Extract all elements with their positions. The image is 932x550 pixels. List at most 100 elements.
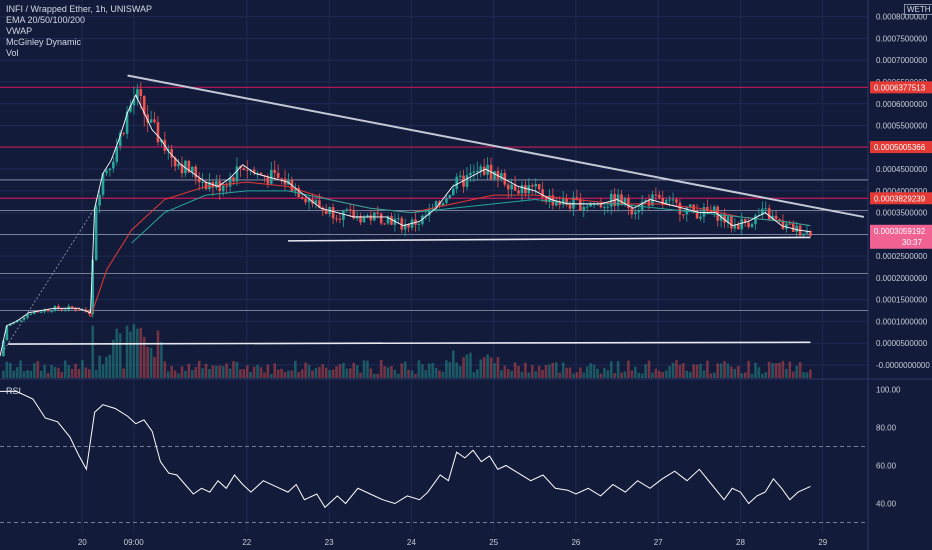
volume-bar (424, 369, 428, 378)
candle-body (221, 185, 225, 192)
volume-bar (311, 370, 314, 378)
candle-body (345, 209, 349, 211)
candle-body (26, 314, 29, 318)
trendlines[interactable] (0, 74, 865, 357)
volume-bar (153, 356, 156, 378)
candle-body (112, 161, 115, 169)
volume-bar (91, 325, 95, 378)
volume-bar (417, 360, 421, 378)
legend-ema[interactable]: EMA 20/50/100/200 (6, 15, 86, 25)
candle-body (129, 105, 132, 112)
volume-bar (675, 360, 678, 378)
volume-bar (513, 362, 517, 378)
candle-body (788, 223, 792, 225)
volume-bar (5, 361, 9, 378)
candle-body (795, 225, 798, 232)
volume-bar (620, 372, 623, 378)
candle-body (390, 216, 393, 225)
volume-bar (805, 372, 809, 378)
candle-body (565, 198, 568, 205)
candle-body (98, 194, 101, 206)
rsi-label[interactable]: RSI (6, 386, 22, 396)
candle-body (537, 183, 541, 190)
volume-bar (407, 369, 410, 378)
candle-body (208, 182, 211, 190)
candle-body (767, 208, 771, 220)
candle-body (506, 184, 510, 190)
legend-symbol[interactable]: INFI / Wrapped Ether, 1h, UNISWAP (6, 4, 153, 14)
candle-body (379, 213, 383, 224)
volume-bar (520, 371, 524, 378)
candle-body (462, 175, 465, 187)
candle-body (304, 198, 307, 203)
volume-bar (482, 357, 486, 378)
candle-body (582, 206, 586, 211)
time-axis[interactable]: 20 09:00 22 23 24 25 26 27 28 29 (78, 538, 828, 547)
volume-bar (242, 369, 246, 378)
indicator-lines (0, 94, 811, 357)
candle-body (678, 202, 682, 215)
volume-bar (688, 371, 692, 378)
candle-body (201, 181, 204, 183)
candle-body (736, 224, 740, 230)
candle-body (335, 218, 338, 220)
volume-bar (802, 371, 805, 378)
volume-bar (678, 364, 682, 378)
candle-body (170, 149, 173, 158)
volume-bar (132, 324, 136, 378)
dashed-projection (0, 208, 95, 357)
volume-bar (736, 365, 740, 378)
volume-bar (60, 372, 64, 378)
candle-body (256, 172, 259, 174)
candle-body (778, 219, 781, 221)
price-tick-label: 0.0001000000 (876, 317, 928, 326)
volume-bar (259, 367, 263, 378)
volume-bar (510, 370, 513, 378)
legend-vol[interactable]: Vol (6, 48, 19, 58)
rsi-pane[interactable]: 100.00 80.00 60.00 40.00 (0, 386, 901, 523)
volume-bar (15, 367, 19, 378)
candle-body (640, 201, 644, 210)
candle-body (153, 119, 156, 123)
time-tick-label: 28 (736, 538, 745, 547)
volume-bar (400, 363, 404, 378)
volume-bar (795, 365, 798, 378)
rsi-tick-label: 40.00 (876, 500, 897, 509)
candle-body (280, 178, 283, 180)
volume-bar (695, 364, 699, 378)
time-tick-label: 29 (818, 538, 827, 547)
volume-bar (211, 365, 215, 378)
candle-body (431, 208, 434, 210)
legend-vwap[interactable]: VWAP (6, 26, 33, 36)
volume-bar (585, 366, 589, 378)
candle-body (699, 216, 702, 219)
candle-body (146, 114, 149, 123)
volume-bar (726, 363, 730, 378)
price-tick-label: 0.0006000000 (876, 100, 928, 109)
candle-body (318, 200, 321, 208)
volume-bar (654, 368, 658, 378)
volume-bar (503, 365, 507, 378)
volume-bar (716, 363, 719, 378)
candle-body (177, 163, 180, 167)
volume-bar (197, 360, 201, 378)
candle-body (166, 149, 170, 151)
volume-bar (118, 333, 122, 378)
volume-bar (606, 370, 610, 378)
volume-bar (633, 366, 637, 378)
candle-body (585, 206, 589, 208)
volume-bar (379, 360, 383, 378)
price-tick-label: -0.0000000000 (876, 361, 930, 370)
candle-body (77, 309, 81, 311)
candle-body (228, 177, 232, 187)
candle-body (493, 170, 496, 180)
time-tick-label: 26 (571, 538, 580, 547)
volume-bar (448, 362, 452, 378)
legend-mcginley[interactable]: McGinley Dynamic (6, 37, 82, 47)
candle-body (510, 184, 513, 190)
price-axis[interactable]: 0.0008000000 0.0007500000 0.0007000000 0.00… (870, 13, 932, 370)
candle-body (57, 306, 60, 309)
candle-body (627, 198, 630, 208)
